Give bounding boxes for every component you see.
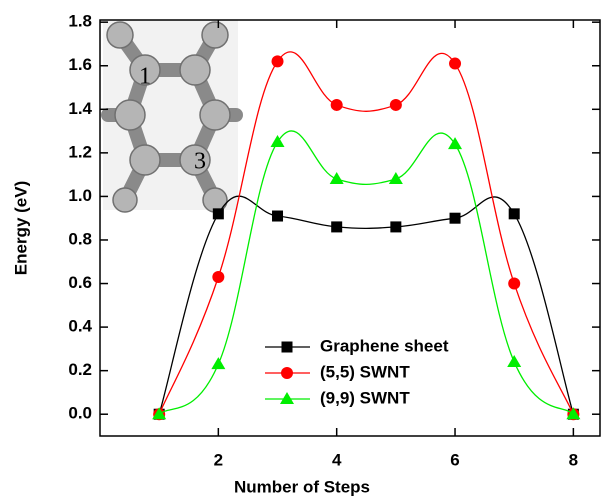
y-tick-label: 1.8 [68, 12, 92, 31]
y-tick-label: 1.6 [68, 55, 92, 74]
marker [390, 99, 402, 111]
x-tick-label: 8 [569, 450, 578, 469]
legend-marker [280, 392, 294, 404]
legend-label: Graphene sheet [320, 336, 449, 355]
y-axis-label: Energy (eV) [11, 181, 30, 275]
legend-label: (9,9) SWNT [320, 388, 410, 407]
marker [213, 208, 224, 219]
y-tick-label: 1.0 [68, 186, 92, 205]
marker [507, 355, 521, 367]
marker [448, 137, 462, 149]
x-axis-label: Number of Steps [234, 477, 370, 496]
y-tick-label: 0.6 [68, 273, 92, 292]
marker [449, 58, 461, 70]
y-tick-label: 0.8 [68, 229, 92, 248]
marker [331, 99, 343, 111]
chart: 1 3 Number of Steps Energy (eV) 2 4 6 8 0.0 0… [0, 0, 604, 500]
inset-image: 1 3 [103, 20, 238, 212]
x-tick-label: 2 [214, 450, 223, 469]
x-tick-label: 4 [332, 450, 342, 469]
marker [508, 278, 520, 290]
y-tick-label: 0.0 [68, 404, 92, 423]
y-tick-label: 0.2 [68, 360, 92, 379]
marker [450, 213, 461, 224]
marker [390, 221, 401, 232]
legend-marker [282, 342, 293, 353]
x-tick-label: 6 [450, 450, 459, 469]
legend-marker [281, 367, 293, 379]
inset-label: 1 [139, 64, 151, 90]
inset-label: 3 [194, 149, 206, 175]
marker [330, 172, 344, 184]
legend-label: (5,5) SWNT [320, 362, 410, 381]
marker [389, 172, 403, 184]
marker [212, 271, 224, 283]
y-tick-label: 1.4 [68, 99, 92, 118]
marker [271, 135, 285, 147]
marker [211, 357, 225, 369]
marker [272, 55, 284, 67]
marker [331, 221, 342, 232]
y-tick-label: 0.4 [68, 317, 92, 336]
y-tick-label: 1.2 [68, 142, 92, 161]
series-line [159, 196, 573, 414]
marker [272, 211, 283, 222]
marker [509, 208, 520, 219]
